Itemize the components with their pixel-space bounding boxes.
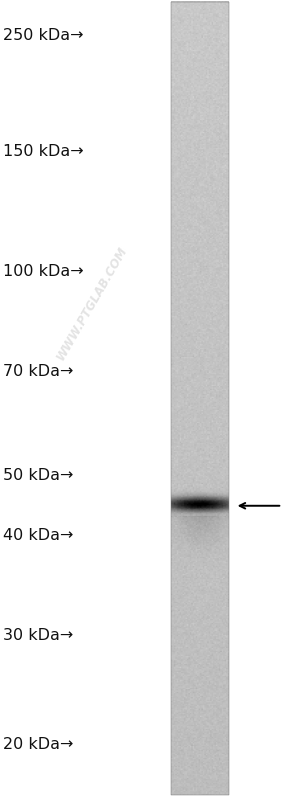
Text: 30 kDa→: 30 kDa→	[3, 628, 73, 642]
Text: 40 kDa→: 40 kDa→	[3, 528, 73, 543]
Bar	[171, 2, 229, 795]
Text: 250 kDa→: 250 kDa→	[3, 29, 84, 43]
Text: WWW.PTGLAB.COM: WWW.PTGLAB.COM	[54, 244, 130, 363]
Text: 20 kDa→: 20 kDa→	[3, 737, 73, 752]
Text: 50 kDa→: 50 kDa→	[3, 468, 73, 483]
Text: 100 kDa→: 100 kDa→	[3, 264, 84, 279]
Text: 70 kDa→: 70 kDa→	[3, 364, 73, 379]
Text: 150 kDa→: 150 kDa→	[3, 145, 84, 159]
